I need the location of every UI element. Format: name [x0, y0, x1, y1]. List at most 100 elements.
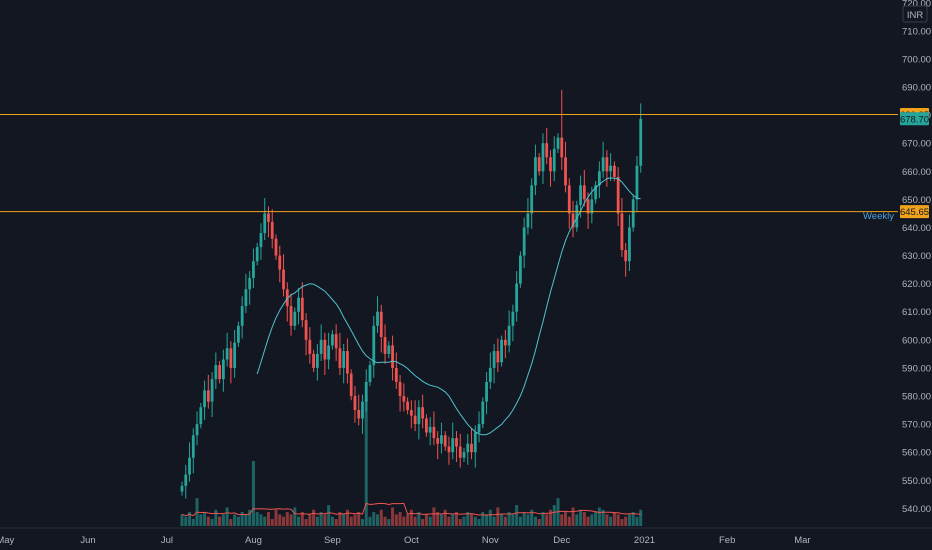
- candle-body: [601, 157, 605, 172]
- volume-bar: [357, 512, 361, 526]
- volume-bar: [470, 514, 474, 526]
- candle-body: [379, 311, 383, 338]
- candle-body: [387, 345, 391, 354]
- time-tick-label: 2021: [634, 535, 655, 546]
- candle-body: [473, 432, 477, 453]
- candle-body: [282, 269, 285, 290]
- candle-body: [481, 401, 485, 425]
- volume-bar: [537, 519, 541, 526]
- volume-bar: [278, 514, 282, 526]
- candle-body: [368, 365, 372, 382]
- volume-bar: [473, 516, 477, 526]
- candle-body: [188, 457, 191, 475]
- candle-body: [184, 474, 188, 486]
- volume-bar: [515, 505, 519, 526]
- volume-bar: [338, 512, 342, 526]
- candle-body: [428, 426, 432, 433]
- candle-body: [304, 320, 308, 340]
- candle-body: [417, 407, 421, 425]
- price-tick-label: 640.00: [902, 223, 931, 234]
- candle-body: [259, 233, 263, 248]
- candle-body: [564, 157, 567, 186]
- time-tick-label: Sep: [324, 535, 341, 546]
- volume-bar: [594, 512, 598, 526]
- volume-bar: [439, 514, 443, 526]
- volume-bar: [263, 516, 267, 526]
- candle-body: [477, 424, 481, 433]
- candle-body: [462, 452, 466, 458]
- candle-body: [526, 213, 530, 228]
- candle-body: [545, 143, 549, 158]
- volume-bar: [639, 509, 643, 526]
- price-tick-label: 610.00: [902, 307, 931, 318]
- candle-body: [267, 213, 270, 222]
- candle-body: [639, 118, 643, 166]
- time-tick-label: Jun: [80, 535, 95, 546]
- candle-body: [229, 348, 233, 368]
- volume-bar: [259, 514, 263, 526]
- candle-body: [511, 311, 515, 326]
- candle-body: [406, 401, 409, 411]
- candle-body: [394, 367, 398, 382]
- volume-bar: [199, 514, 203, 526]
- time-axis[interactable]: May Jun Jul Aug Sep Oct Nov Dec 2021 Feb Mar: [0, 535, 811, 546]
- candle-body: [503, 339, 507, 346]
- candle-body: [440, 435, 443, 444]
- last-price-tag: [900, 112, 929, 126]
- volume-bar: [345, 509, 349, 526]
- volume-bar: [274, 509, 278, 526]
- volume-bar: [424, 514, 428, 526]
- volume-bar: [612, 512, 616, 526]
- volume-bar: [206, 516, 210, 526]
- volume-bar: [567, 516, 571, 526]
- candle-body: [349, 373, 353, 396]
- candle-body: [458, 446, 462, 458]
- candle-body: [297, 297, 300, 312]
- candle-body: [315, 353, 319, 368]
- price-tick-label: 590.00: [902, 363, 931, 374]
- volume-bar: [462, 516, 466, 526]
- time-tick-label: Jul: [161, 535, 173, 546]
- volume-bar: [586, 516, 590, 526]
- candles-layer: [180, 89, 643, 499]
- volume-bar: [443, 509, 447, 526]
- volume-layer: [180, 398, 643, 526]
- volume-bar: [233, 514, 237, 526]
- volume-bar: [601, 509, 605, 526]
- volume-bar: [218, 516, 222, 526]
- volume-bar: [180, 514, 184, 526]
- volume-bar: [184, 516, 188, 526]
- candle-body: [443, 435, 447, 447]
- candle-body: [334, 334, 338, 349]
- volume-bar: [255, 512, 259, 526]
- volume-bar: [548, 509, 552, 526]
- time-tick-label: Feb: [719, 535, 735, 546]
- volume-bar: [485, 514, 489, 526]
- volume-bar: [323, 514, 327, 526]
- candle-body: [357, 410, 361, 419]
- candle-body: [507, 325, 511, 346]
- candle-body: [582, 185, 586, 200]
- price-tick-label: 620.00: [902, 279, 931, 290]
- candle-body: [233, 342, 237, 368]
- volume-bar: [590, 514, 594, 526]
- volume-bar: [191, 519, 195, 526]
- candle-body: [346, 351, 349, 374]
- time-tick-label: Nov: [482, 535, 499, 546]
- volume-bar: [387, 519, 391, 526]
- candle-body: [319, 339, 323, 354]
- level-price-tag: [900, 205, 929, 219]
- candle-body: [214, 365, 218, 380]
- candle-body: [353, 396, 357, 411]
- price-tick-label: 700.00: [902, 54, 931, 65]
- candle-body: [180, 485, 184, 492]
- volume-bar: [297, 516, 301, 526]
- volume-bar: [225, 507, 229, 526]
- volume-bar: [409, 509, 413, 526]
- candle-body: [631, 199, 635, 228]
- candle-body: [488, 367, 492, 382]
- volume-bar: [402, 516, 406, 526]
- horizontal-lines[interactable]: [0, 113, 898, 213]
- currency-badge[interactable]: INR: [902, 5, 928, 23]
